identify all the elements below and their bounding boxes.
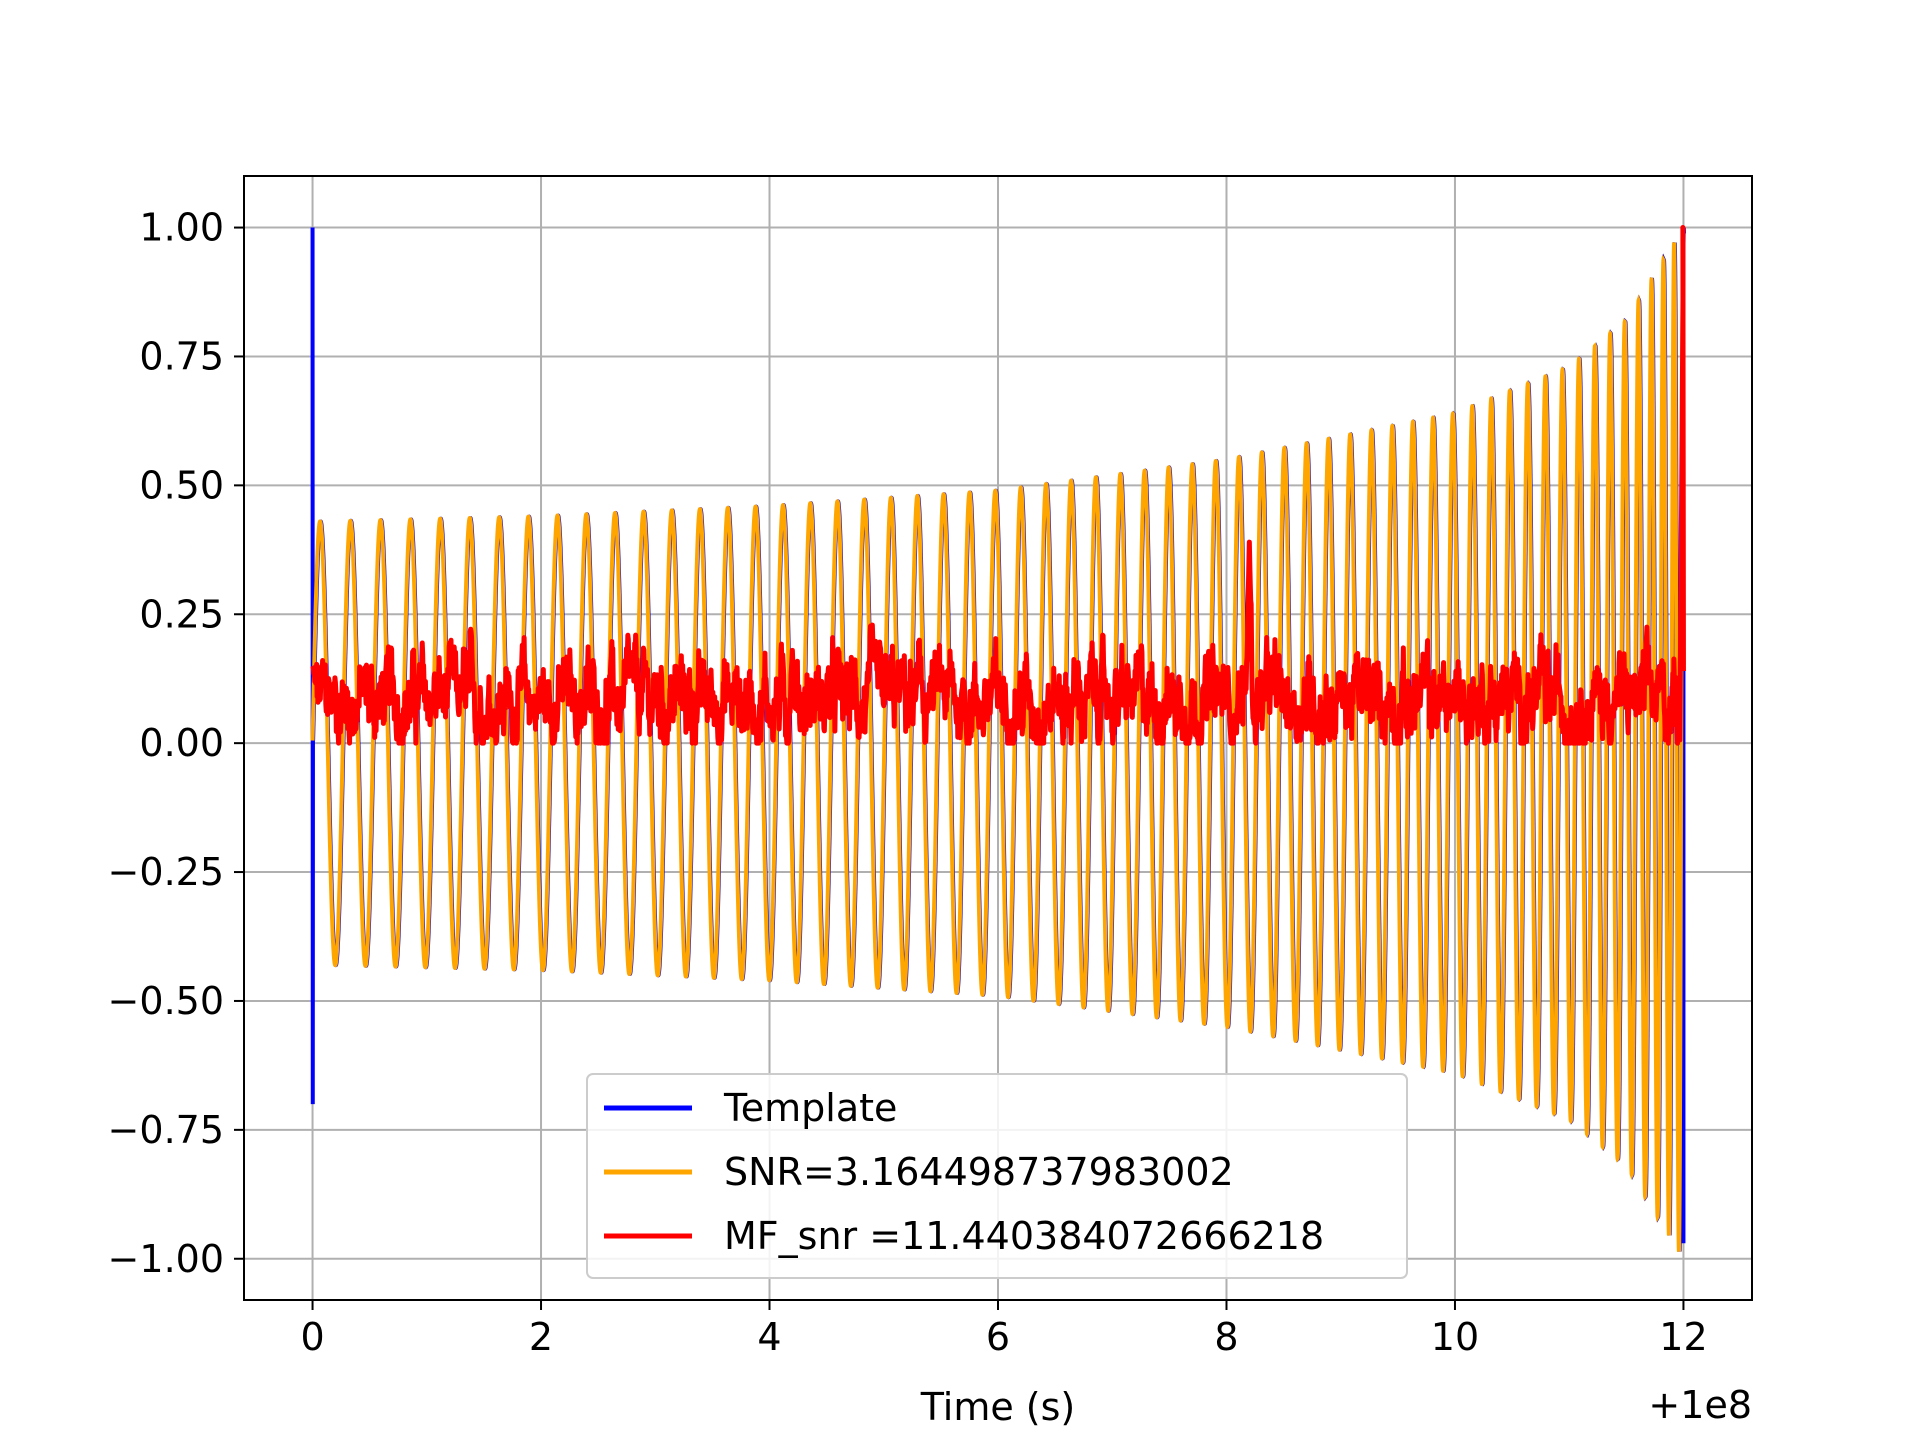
x-tick-label: 2	[529, 1315, 553, 1359]
x-offset-label: +1e8	[1648, 1383, 1752, 1427]
x-tick-label: 12	[1659, 1315, 1707, 1359]
y-tick-label: −0.50	[108, 979, 224, 1023]
legend-label-snr: SNR=3.164498737983002	[724, 1150, 1234, 1194]
legend-label-mf-snr: MF_snr =11.440384072666218	[724, 1214, 1324, 1258]
legend-box	[586, 1073, 1408, 1279]
y-tick-label: 0.50	[139, 463, 224, 507]
y-tick-label: 0.75	[139, 334, 224, 378]
series-line-mf-snr	[310, 225, 1686, 746]
y-tick-label: 1.00	[139, 206, 224, 250]
y-tick-label: −1.00	[108, 1237, 224, 1281]
x-axis-label: Time (s)	[920, 1385, 1076, 1429]
x-tick-label: 6	[986, 1315, 1010, 1359]
axis-layer: 0 2 4 6 8 10 12 1.00 0.75 0.50 0.25 0.00 −0.25 −0.50 −…	[108, 206, 1708, 1359]
y-tick-label: −0.75	[108, 1108, 224, 1152]
x-tick-label: 10	[1431, 1315, 1479, 1359]
x-tick-label: 8	[1214, 1315, 1238, 1359]
y-tick-label: 0.00	[139, 721, 224, 765]
y-tick-label: 0.25	[139, 592, 224, 636]
x-tick-label: 4	[757, 1315, 781, 1359]
series-layer	[310, 225, 1687, 1252]
x-tick-label: 0	[300, 1315, 324, 1359]
legend-label-template: Template	[723, 1086, 897, 1130]
series-line-snr	[310, 227, 1686, 1252]
y-tick-label: −0.25	[108, 850, 224, 894]
legend: Template SNR=3.164498737983002 MF_snr =1…	[586, 1073, 1408, 1279]
